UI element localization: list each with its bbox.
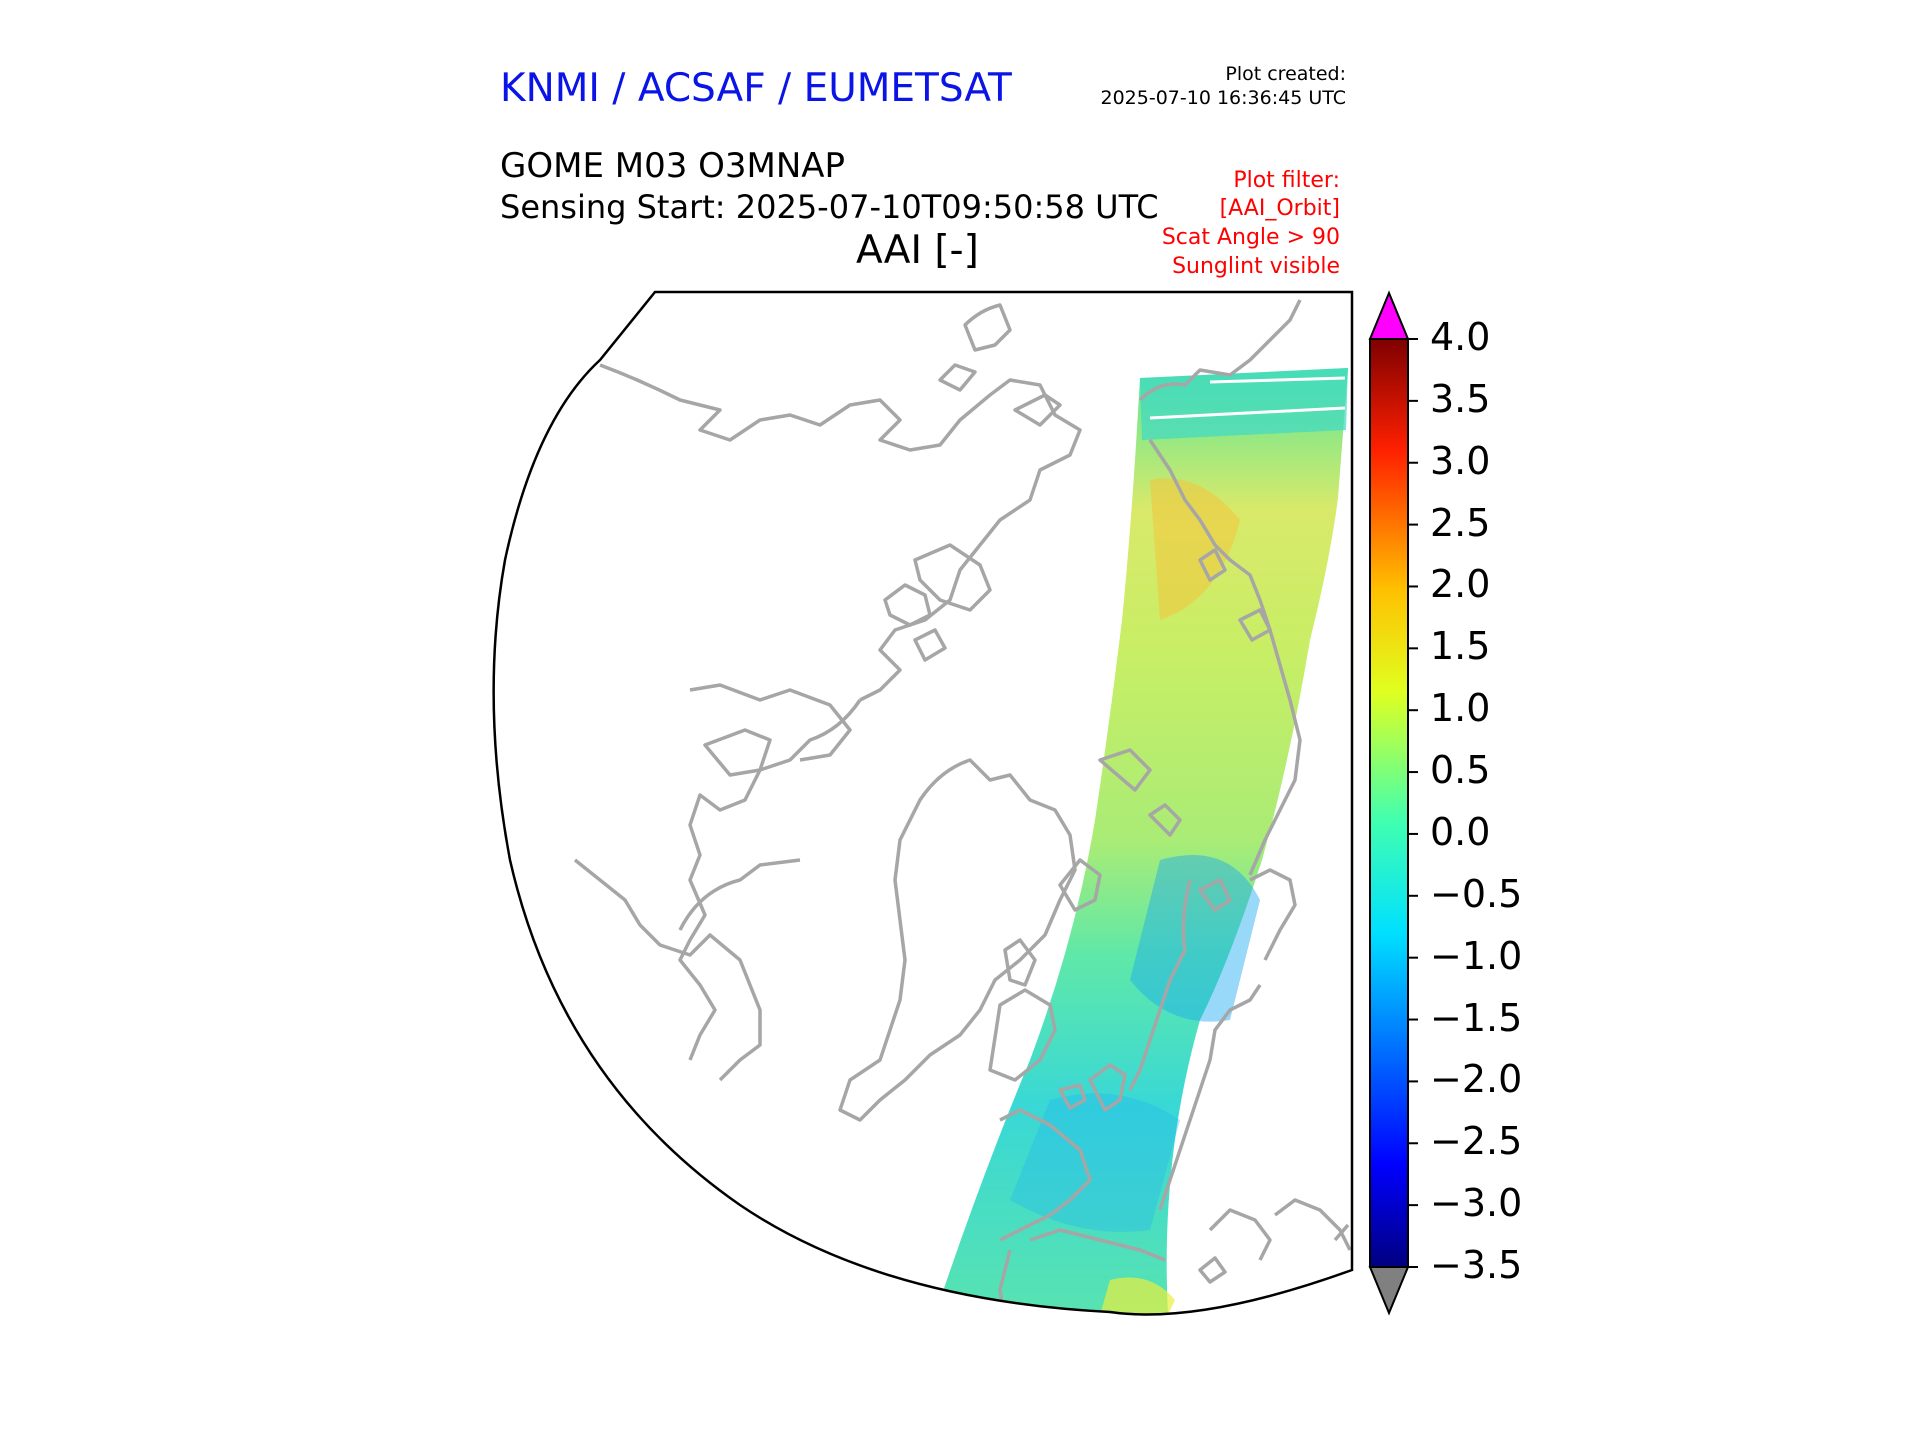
organization-title: KNMI / ACSAF / EUMETSAT	[500, 66, 1012, 111]
plot-filter-sunglint: Sunglint visible	[1172, 254, 1340, 279]
colorbar-tick-label: −2.0	[1430, 1057, 1523, 1102]
colorbar-tick-label: 1.5	[1430, 624, 1491, 669]
colorbar-tick-label: 4.0	[1430, 315, 1491, 359]
colorbar-ticks	[1408, 338, 1418, 1268]
satellite-swath	[935, 368, 1348, 1315]
plot-filter-scat-angle: Scat Angle > 90	[1161, 225, 1340, 250]
colorbar-tick-label: −3.5	[1430, 1243, 1523, 1287]
colorbar-tick-label: −2.5	[1430, 1119, 1523, 1164]
colorbar-tick-label: 0.0	[1430, 809, 1491, 854]
colorbar-tick-label: −0.5	[1430, 871, 1523, 916]
plot-created-timestamp: 2025-07-10 16:36:45 UTC	[1100, 87, 1347, 109]
plot-created-label: Plot created:	[1225, 63, 1346, 85]
coastlines	[573, 299, 1352, 1315]
map-boundary	[492, 290, 1354, 1316]
colorbar-tick-label: 3.0	[1430, 438, 1491, 483]
colorbar-tick-label: 1.0	[1430, 686, 1491, 731]
colorbar-tick-label: 0.5	[1430, 748, 1491, 793]
colorbar-tick-label: −3.0	[1430, 1181, 1523, 1226]
colorbar-gradient	[1369, 338, 1409, 1268]
colorbar-tick-label: 3.5	[1430, 376, 1491, 421]
product-name: GOME M03 O3MNAP	[500, 146, 846, 186]
colorbar-over-arrow	[1368, 290, 1410, 340]
colorbar	[1368, 290, 1418, 1316]
colorbar-tick-label: −1.0	[1430, 933, 1523, 978]
plot-filter-orbit: [AAI_Orbit]	[1219, 196, 1340, 221]
colorbar-tick-label: 2.0	[1430, 562, 1491, 607]
variable-title: AAI [-]	[856, 228, 979, 273]
colorbar-tick-label: 2.5	[1430, 500, 1491, 545]
colorbar-under-arrow	[1368, 1266, 1410, 1316]
sensing-start: Sensing Start: 2025-07-10T09:50:58 UTC	[500, 188, 1159, 226]
plot-filter-label: Plot filter:	[1233, 168, 1340, 193]
colorbar-tick-label: −1.5	[1430, 995, 1523, 1040]
